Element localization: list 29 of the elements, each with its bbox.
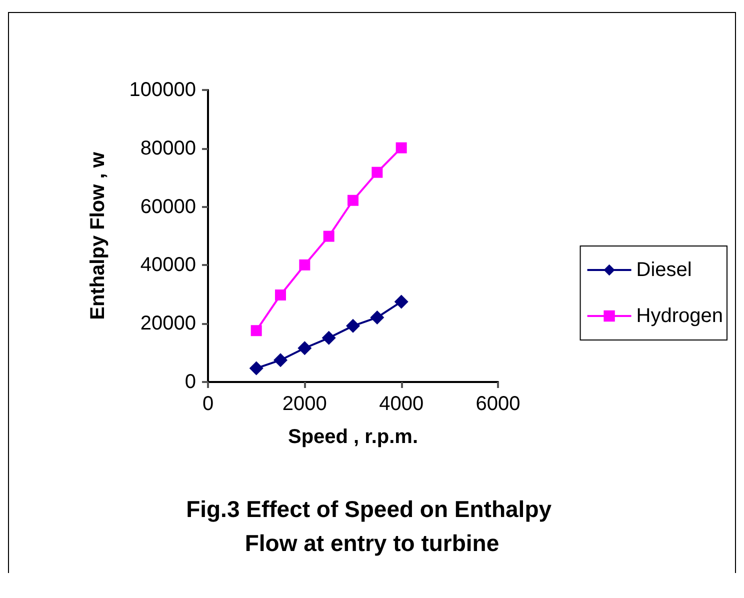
point bbox=[322, 330, 336, 345]
text: Fig.3 Effect of Speed on Enthalpy Flow at entry to turbine bbox=[186, 496, 558, 556]
y-tick-label: 0 bbox=[184, 371, 196, 393]
x-axis-title: Speed , r.p.m. bbox=[288, 426, 418, 448]
legend-label: Hydrogen bbox=[636, 305, 723, 327]
x-tick-label: 4000 bbox=[379, 393, 424, 415]
point bbox=[346, 318, 360, 333]
point bbox=[394, 294, 408, 309]
y-tick-label: 20000 bbox=[140, 312, 196, 335]
point bbox=[274, 353, 288, 368]
point bbox=[275, 289, 286, 300]
y-axis-title: Enthalpy Flow , w bbox=[87, 152, 109, 320]
x-tick-label: 2000 bbox=[282, 393, 327, 415]
point bbox=[348, 194, 358, 206]
point bbox=[396, 142, 407, 154]
point bbox=[298, 341, 312, 356]
point bbox=[372, 166, 383, 178]
y-tick-label: 40000 bbox=[140, 254, 196, 276]
y-tick-label: 100000 bbox=[129, 79, 196, 101]
x-tick-label: 0 bbox=[202, 393, 214, 415]
point bbox=[299, 259, 310, 270]
point bbox=[323, 230, 334, 242]
y-tick-label: 60000 bbox=[140, 196, 196, 218]
y-tick-label: 80000 bbox=[140, 137, 196, 160]
legend-label: Diesel bbox=[636, 259, 692, 281]
point bbox=[250, 325, 262, 336]
x-tick-label: 6000 bbox=[476, 393, 520, 415]
point bbox=[370, 310, 384, 324]
point bbox=[249, 361, 264, 376]
